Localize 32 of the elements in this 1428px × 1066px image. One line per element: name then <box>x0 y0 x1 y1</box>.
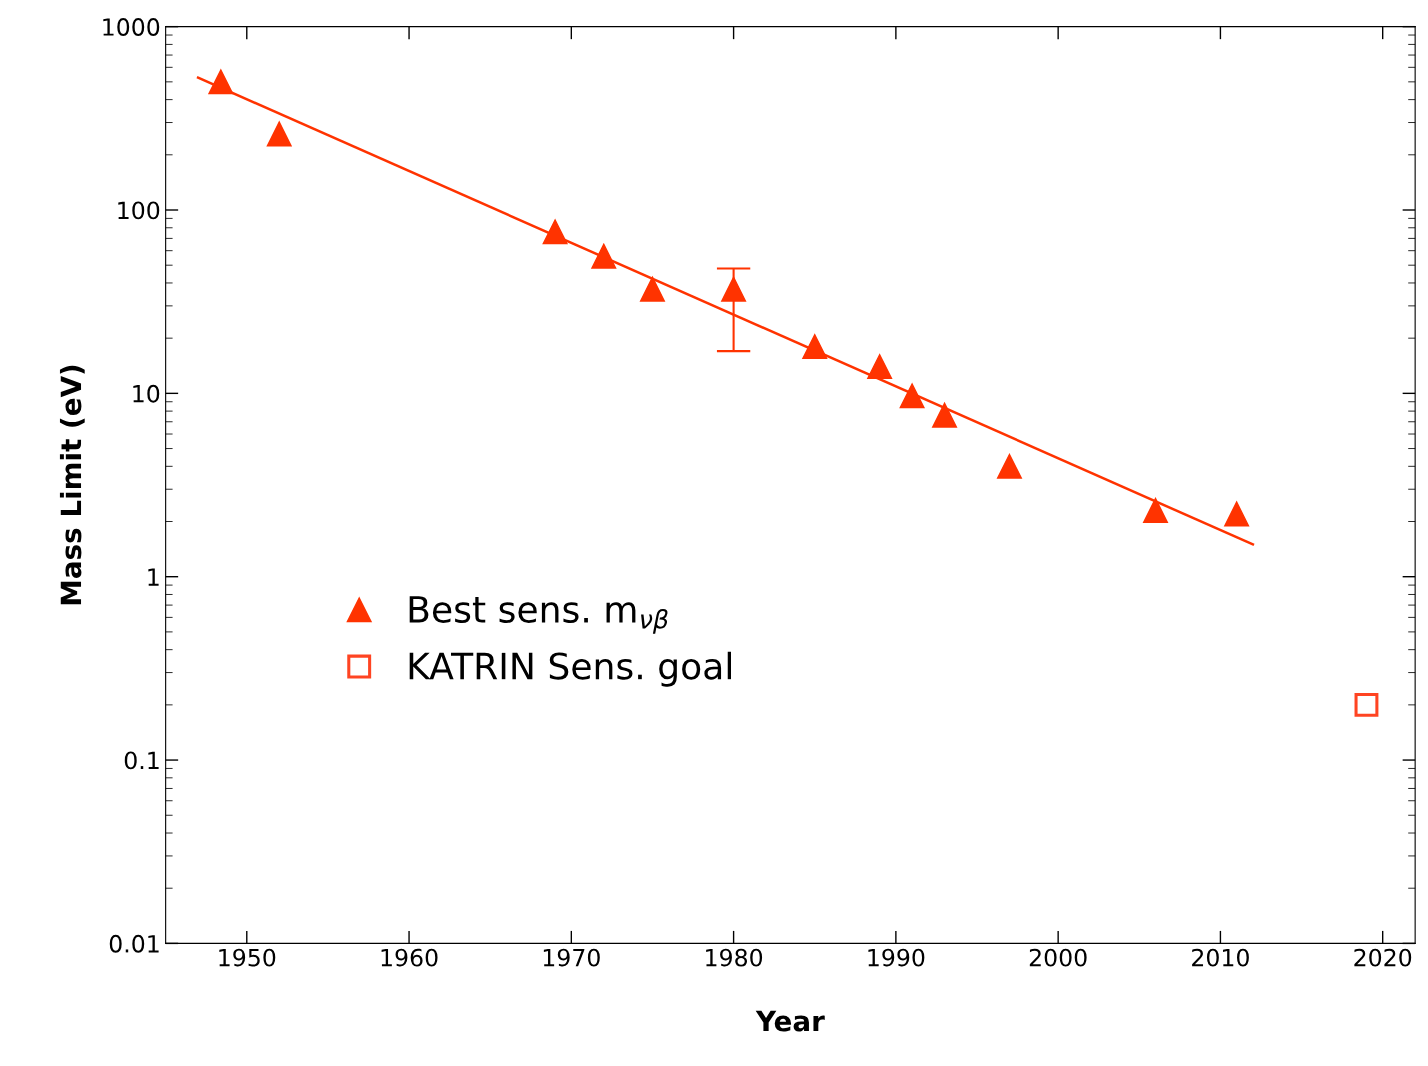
point <box>639 276 665 302</box>
point <box>932 402 958 428</box>
x-tick-label: 1990 <box>868 948 925 967</box>
y-tick-label: 1 <box>148 568 159 586</box>
y-tick-label: 1000 <box>103 18 160 36</box>
legend-label: KATRIN Sens. goal <box>409 651 731 687</box>
legend-label: Best sens. m$_{νβ}$ <box>409 596 668 634</box>
x-tick-label: 1950 <box>219 948 276 967</box>
point <box>1224 501 1250 527</box>
y-tick-label: 0.1 <box>124 751 159 770</box>
x-tick-label: 2010 <box>1192 948 1249 967</box>
point <box>802 334 828 360</box>
y-tick-label: 0.01 <box>109 934 159 953</box>
x-tick-label: 2020 <box>1354 948 1412 967</box>
x-tick-label: 1960 <box>381 948 438 967</box>
point <box>266 121 292 147</box>
point <box>1143 497 1169 523</box>
point <box>208 69 234 95</box>
point <box>542 219 568 245</box>
point <box>867 354 893 380</box>
point <box>996 453 1022 479</box>
y-tick-label: 10 <box>133 384 160 403</box>
y-axis-title: Mass Limit (eV) <box>59 365 85 605</box>
x-axis-title: Year <box>755 1010 825 1032</box>
point <box>1354 692 1379 717</box>
x-tick-label: 1980 <box>706 948 763 967</box>
point <box>721 276 747 302</box>
x-tick-label: 1970 <box>543 948 600 967</box>
x-tick-label: 2000 <box>1029 948 1087 967</box>
point <box>899 383 925 409</box>
point <box>591 243 617 269</box>
y-tick-label: 100 <box>118 201 160 220</box>
